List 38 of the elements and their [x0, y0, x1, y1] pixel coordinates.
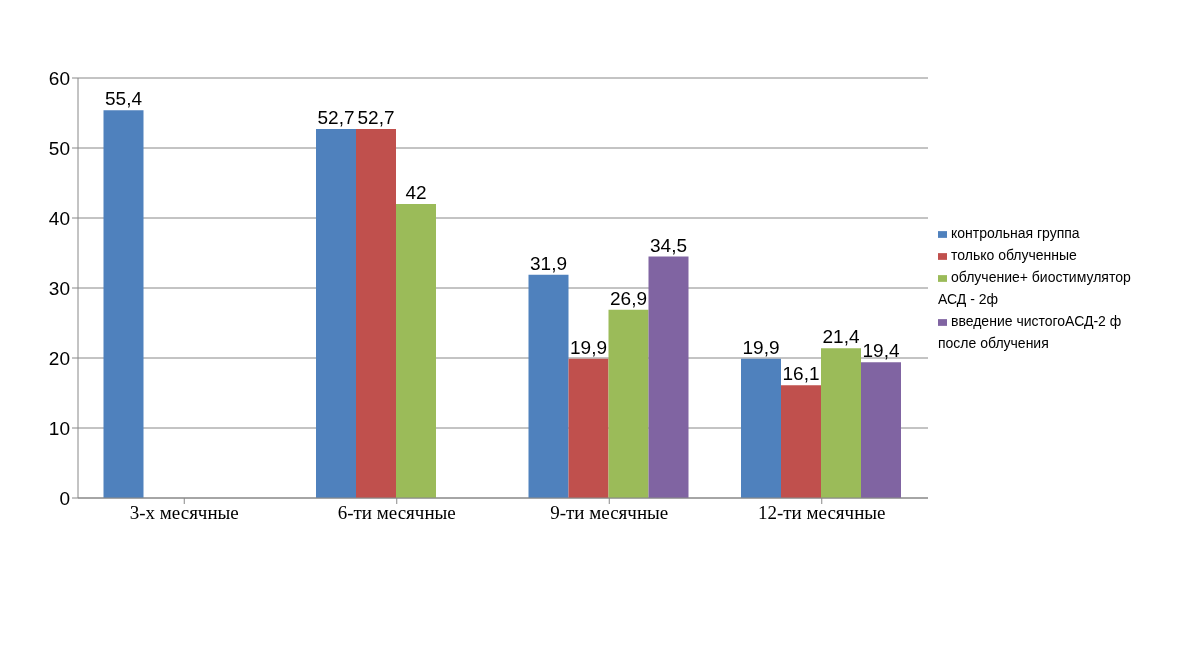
bar [568, 358, 609, 498]
data-label: 55,4 [105, 88, 143, 110]
y-tick-label: 10 [48, 417, 70, 439]
y-tick-label: 20 [48, 347, 70, 369]
bar [356, 129, 396, 498]
x-tick-label: 3-х месячные [129, 502, 239, 524]
x-tick-label: 6-ти месячные [337, 502, 456, 524]
bar [396, 204, 436, 498]
y-tick-label: 50 [48, 137, 70, 159]
data-label: 19,9 [570, 336, 607, 358]
bar [861, 362, 901, 498]
legend-label: контрольная группа [951, 225, 1080, 241]
legend-label: только облученные [951, 247, 1077, 263]
data-label: 19,9 [742, 336, 780, 358]
y-tick-label: 40 [48, 207, 70, 229]
bar [316, 129, 356, 498]
data-label: 21,4 [822, 326, 860, 348]
data-label: 26,9 [610, 287, 647, 309]
bar [741, 358, 781, 498]
data-label: 16,1 [782, 363, 820, 385]
data-label: 52,7 [357, 107, 395, 129]
data-label: 31,9 [530, 252, 567, 274]
data-label: 42 [405, 182, 427, 203]
data-label: 34,5 [650, 234, 687, 256]
legend-label: введение чистогоАСД-2 ф после облучения [938, 313, 1122, 351]
bar [821, 348, 861, 498]
x-tick-label: 9-ти месячные [550, 502, 669, 524]
data-label: 52,7 [317, 107, 355, 129]
bar [648, 256, 689, 498]
bar [781, 385, 821, 498]
y-tick-label: 60 [48, 67, 70, 89]
bar [528, 274, 569, 498]
data-label: 19,4 [862, 340, 900, 362]
y-tick-label: 0 [59, 487, 70, 509]
y-tick-label: 30 [48, 277, 70, 299]
x-tick-label: 12-ти месячные [757, 502, 886, 524]
bar [103, 110, 144, 498]
bar [608, 309, 649, 498]
